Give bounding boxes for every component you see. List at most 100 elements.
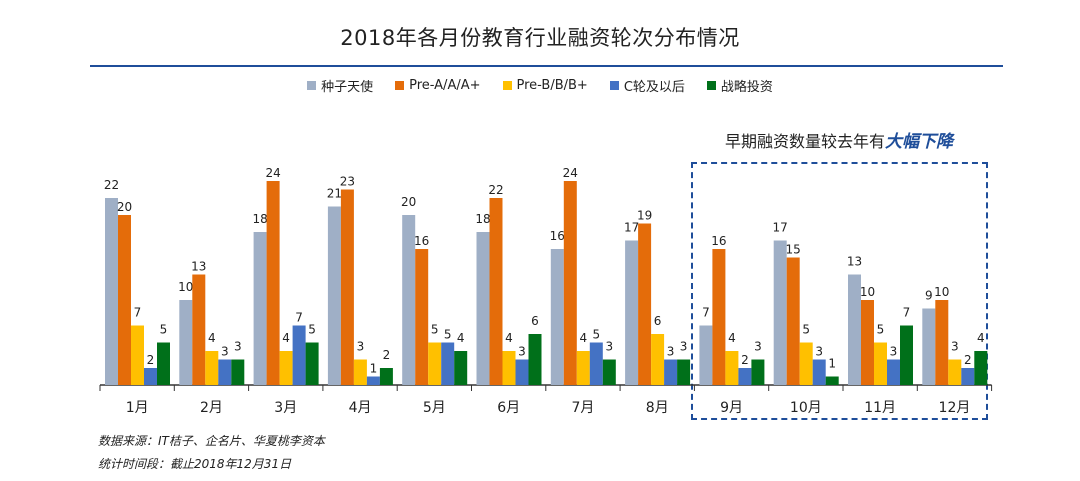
bar-pre-a-a-a-7	[563, 181, 577, 385]
data-label: 2	[964, 353, 972, 367]
data-label: 6	[531, 314, 539, 328]
bar-c-2	[218, 359, 232, 385]
data-label: 18	[475, 212, 490, 226]
data-label: 4	[728, 331, 736, 345]
bar-series-8	[625, 240, 639, 385]
x-tick-label: 7月	[571, 400, 594, 416]
bar-series-10	[773, 240, 787, 385]
x-tick-label: 4月	[349, 400, 372, 416]
bar-pre-b-b-b-11	[874, 342, 887, 385]
data-label: 13	[847, 255, 862, 269]
legend-swatch-seed	[307, 81, 317, 90]
x-tick-label: 11月	[864, 400, 896, 416]
highlight-box	[691, 162, 988, 420]
bar-pre-a-a-a-12	[935, 300, 949, 385]
legend-swatch-series-c	[609, 81, 619, 90]
bar-series-9	[751, 359, 765, 385]
bar-pre-a-a-a-6	[489, 198, 503, 385]
data-label: 4	[208, 331, 216, 345]
data-label: 4	[579, 331, 587, 345]
bar-series-3	[253, 232, 267, 385]
bar-pre-a-a-a-11	[861, 300, 874, 385]
bar-pre-b-b-b-5	[428, 342, 442, 385]
data-label: 22	[488, 183, 503, 197]
data-label: 3	[234, 340, 242, 354]
data-label: 5	[308, 323, 316, 337]
bar-pre-a-a-a-1	[118, 215, 131, 385]
legend-item-strategic: 战略投资	[706, 76, 773, 95]
data-label: 7	[702, 306, 710, 320]
data-label: 16	[550, 229, 565, 243]
callout-text: 早期融资数量较去年有大幅下降	[694, 127, 984, 152]
data-label: 3	[357, 340, 365, 354]
x-tick-label: 6月	[497, 400, 520, 416]
bar-c-1	[144, 368, 157, 385]
bar-pre-b-b-b-1	[131, 325, 144, 385]
data-label: 17	[773, 221, 788, 235]
data-label: 16	[711, 234, 726, 248]
chart-legend: 种子天使 Pre-A/A/A+ Pre-B/B/B+ C轮及以后 战略投资	[0, 76, 1080, 95]
bar-pre-b-b-b-9	[725, 351, 739, 385]
legend-item-series-b: Pre-B/B/B+	[502, 76, 588, 95]
data-label: 3	[890, 345, 898, 359]
data-label: 3	[667, 345, 675, 359]
data-label: 1	[370, 362, 378, 376]
legend-label-series-b: Pre-B/B/B+	[516, 78, 588, 93]
bar-series-8	[677, 359, 691, 385]
period-note: 统计时间段：截止2018年12月31日	[98, 457, 292, 471]
bar-c-5	[441, 342, 455, 385]
data-label: 5	[877, 323, 885, 337]
bar-series-7	[550, 249, 564, 385]
bar-series-6	[528, 334, 542, 385]
bar-pre-b-b-b-6	[502, 351, 516, 385]
data-label: 22	[104, 178, 119, 192]
bar-c-7	[589, 342, 603, 385]
bar-pre-b-b-b-3	[279, 351, 293, 385]
bar-c-6	[515, 359, 529, 385]
bar-series-5	[402, 215, 416, 385]
data-label: 15	[786, 243, 801, 257]
legend-item-series-c: C轮及以后	[609, 76, 685, 95]
data-label: 23	[340, 175, 355, 189]
bar-series-1	[105, 198, 118, 385]
data-label: 10	[178, 280, 193, 294]
data-label: 20	[401, 195, 416, 209]
legend-label-strategic: 战略投资	[720, 80, 773, 95]
data-label: 2	[741, 353, 749, 367]
bar-series-2	[179, 300, 193, 385]
data-label: 19	[637, 209, 652, 223]
legend-label-series-c: C轮及以后	[623, 80, 685, 95]
bar-c-11	[887, 359, 900, 385]
bar-series-11	[900, 325, 913, 385]
bar-c-12	[961, 368, 975, 385]
bar-series-10	[825, 376, 839, 385]
x-tick-label: 3月	[274, 400, 297, 416]
bar-series-4	[379, 368, 393, 385]
data-label: 17	[624, 221, 639, 235]
data-label: 5	[431, 323, 439, 337]
data-label: 5	[444, 328, 452, 342]
legend-item-series-a: Pre-A/A/A+	[395, 76, 481, 95]
data-label: 24	[563, 166, 578, 180]
data-label: 10	[934, 285, 949, 299]
data-label: 5	[592, 328, 600, 342]
bar-pre-a-a-a-8	[638, 223, 652, 385]
bar-series-1	[157, 342, 170, 385]
x-tick-label: 10月	[790, 400, 822, 416]
data-label: 3	[518, 345, 526, 359]
bar-pre-b-b-b-4	[353, 359, 367, 385]
bar-c-4	[366, 376, 380, 385]
bar-pre-a-a-a-5	[415, 249, 429, 385]
bar-pre-b-b-b-8	[651, 334, 665, 385]
data-label: 3	[680, 340, 688, 354]
legend-label-series-a: Pre-A/A/A+	[409, 78, 481, 93]
bar-c-9	[738, 368, 752, 385]
bar-series-2	[231, 359, 245, 385]
data-label: 6	[654, 314, 662, 328]
bar-pre-a-a-a-4	[340, 189, 354, 385]
data-label: 20	[117, 200, 132, 214]
legend-swatch-strategic	[706, 81, 716, 90]
data-label: 16	[414, 234, 429, 248]
data-label: 9	[925, 289, 933, 303]
